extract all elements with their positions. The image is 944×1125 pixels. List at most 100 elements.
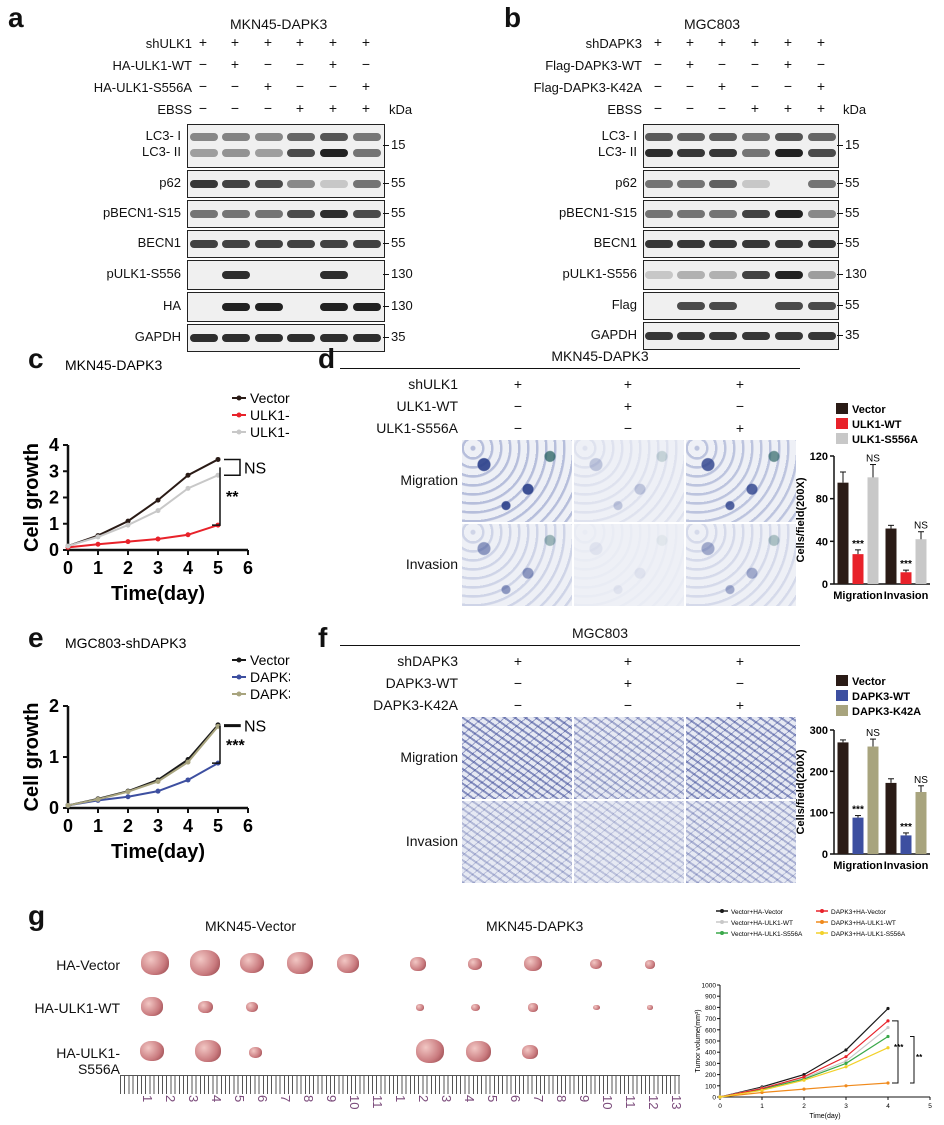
panel-g-ruler-number: 2 — [416, 1095, 431, 1103]
series-line — [67, 762, 219, 807]
panel-g-ruler-number: 11 — [623, 1095, 638, 1109]
panel-b-cond-label: shDAPK3 — [585, 36, 642, 51]
legend-swatch — [836, 433, 848, 444]
legend-label: DAPK3+HA-ULK1-S556A — [831, 931, 906, 938]
y-tick-label: 40 — [816, 536, 828, 548]
panel-a-band — [222, 271, 250, 279]
panel-a-cond-sign: − — [230, 100, 240, 116]
panel-d-title-rule — [340, 368, 800, 369]
panel-g-row-label: HA-ULK1-WT — [34, 1000, 120, 1016]
y-tick-label: 1 — [49, 747, 59, 767]
panel-b-cond-label: EBSS — [607, 102, 642, 117]
legend-label: Vector+HA-Vector — [731, 909, 784, 916]
panel-b-band — [742, 133, 770, 141]
panel-f-bar-chart: Vector DAPK3-WT DAPK3-K42A 0 100 200 300Cells/… — [795, 675, 930, 872]
bar — [867, 477, 879, 584]
panel-b-band — [677, 332, 705, 340]
panel-b-cond-sign: + — [750, 34, 760, 50]
y-tick-label: 500 — [705, 1039, 716, 1046]
y-tick-label: 600 — [705, 1027, 716, 1034]
data-point — [215, 456, 221, 462]
legend-label: ULK1-S556A — [852, 434, 918, 446]
panel-g-tumor — [141, 951, 169, 975]
panel-a-cond-sign: − — [263, 56, 273, 72]
panel-b-band — [709, 149, 737, 157]
panel-g-ruler-number: 13 — [669, 1095, 684, 1110]
panel-g-tumor — [416, 1004, 424, 1011]
panel-g-ruler-number: 3 — [439, 1095, 454, 1103]
series-line — [67, 474, 219, 548]
panel-a-cond-sign: − — [295, 78, 305, 94]
legend-label: Vector+HA-ULK1-WT — [731, 920, 793, 927]
panel-b-band — [775, 332, 803, 340]
panel-b-cond-sign: − — [685, 78, 695, 94]
panel-a-band — [222, 149, 250, 157]
legend-swatch — [836, 418, 848, 429]
data-point — [155, 508, 161, 514]
legend-swatch — [836, 705, 848, 716]
x-axis-label: Time(day) — [111, 841, 205, 863]
panel-a-blot-strip — [187, 124, 385, 168]
x-tick-label: 6 — [243, 558, 253, 578]
panel-a-band — [287, 334, 315, 342]
panel-g-tumor — [337, 954, 359, 973]
panel-g-ruler-number: 10 — [347, 1095, 362, 1110]
x-tick-label: Migration — [833, 590, 883, 602]
panel-b-band — [775, 271, 803, 279]
panel-a-kda-value: 35 — [391, 329, 406, 344]
panel-b-cond-sign: + — [816, 78, 826, 94]
significance-bracket — [910, 1036, 915, 1084]
panel-f-cond-sign: + — [623, 653, 633, 669]
bar — [867, 746, 879, 854]
panel-a-band — [287, 133, 315, 141]
panel-b-band — [677, 302, 705, 310]
panel-a-kda-tick — [383, 243, 389, 244]
panel-b-band — [709, 180, 737, 188]
panel-b-cond-sign: − — [653, 78, 663, 94]
significance-label: NS — [244, 719, 266, 736]
panel-b-band — [677, 133, 705, 141]
panel-a-cond-sign: − — [328, 78, 338, 94]
series-line — [67, 725, 219, 807]
data-point — [125, 522, 131, 528]
panel-g-ruler-number: 6 — [255, 1095, 270, 1103]
panel-f-micrograph — [686, 801, 796, 883]
bar — [852, 554, 864, 584]
data-point — [886, 1006, 890, 1011]
panel-g-tumor — [645, 960, 655, 969]
panel-g-ruler-number: 5 — [232, 1095, 247, 1103]
data-point — [844, 1059, 848, 1063]
bar — [837, 742, 849, 854]
panel-b-blot-label: pBECN1-S15 — [558, 205, 637, 220]
legend-label: ULK1-WT — [250, 407, 290, 423]
panel-g-ruler-number: 8 — [301, 1095, 316, 1103]
legend-marker — [236, 429, 242, 435]
panel-b-blot-label: p62 — [615, 175, 637, 190]
data-point — [886, 1034, 890, 1039]
panel-b-band — [742, 180, 770, 188]
panel-g-tumor-volume-chart: Vector+HA-Vector Vector+HA-ULK1-WT Vector+… — [695, 909, 932, 1120]
panel-a-cond-sign: + — [361, 78, 371, 94]
panel-g-row-label: HA-ULK1-S556A — [56, 1045, 120, 1077]
panel-b-blot-label: LC3- I — [601, 128, 637, 143]
panel-g-ruler-number: 10 — [600, 1095, 615, 1110]
panel-f-cond-sign: − — [513, 675, 523, 691]
panel-d-row-label: Migration — [400, 472, 458, 488]
bar — [885, 528, 897, 584]
panel-a-band — [222, 133, 250, 141]
panel-a-blot-strip — [187, 324, 385, 352]
panel-f-title: MGC803 — [571, 625, 629, 641]
legend-swatch — [836, 675, 848, 686]
panel-d-cond-sign: + — [623, 376, 633, 392]
panel-a-band — [222, 334, 250, 342]
panel-a-cond-sign: + — [263, 78, 273, 94]
y-tick-label: 3 — [49, 461, 59, 481]
panel-a-band — [320, 240, 348, 248]
panel-f-micrograph — [462, 801, 572, 883]
panel-g-tumor — [416, 1039, 444, 1063]
series-line — [67, 458, 219, 548]
panel-b-band — [808, 271, 836, 279]
panel-a-band — [190, 210, 218, 218]
chart-title: MKN45-DAPK3 — [65, 357, 162, 373]
panel-a-kda-tick — [383, 274, 389, 275]
